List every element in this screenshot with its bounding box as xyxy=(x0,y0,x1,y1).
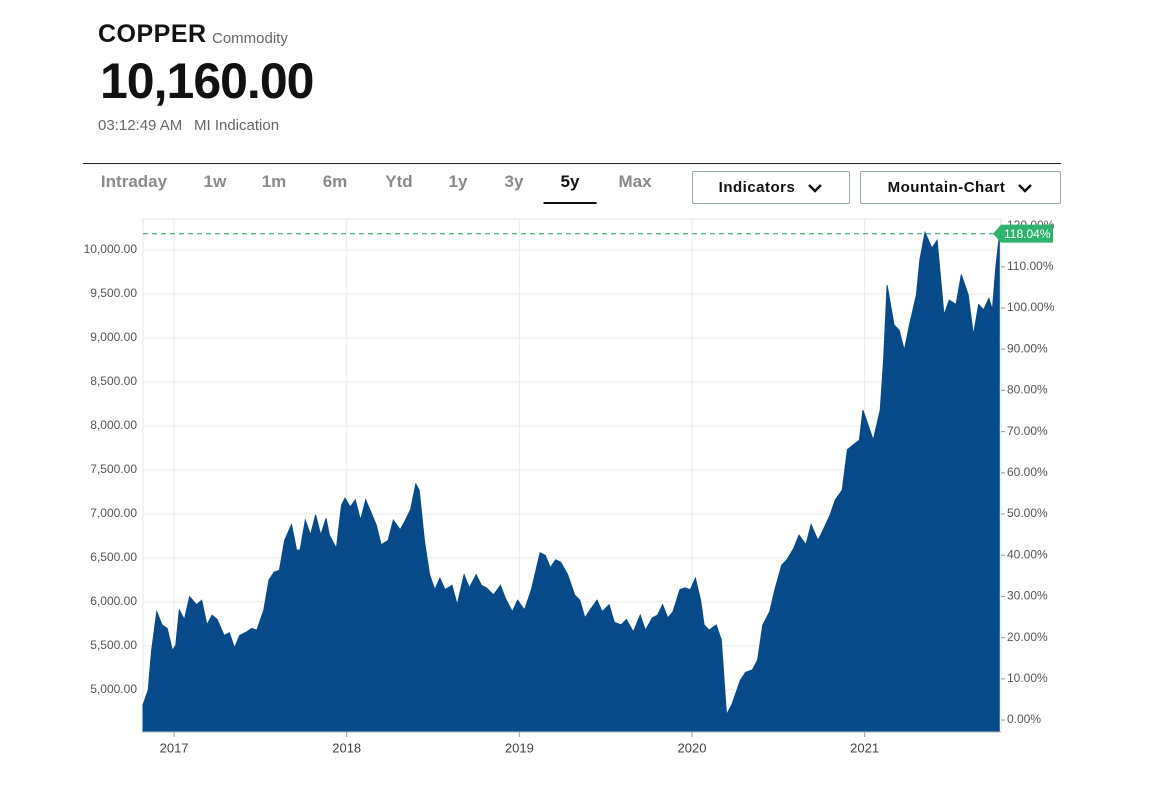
dropdown-button[interactable]: Indicators xyxy=(692,171,850,204)
y-tick-label: 10,000.00 xyxy=(84,242,138,256)
tab[interactable]: 1y xyxy=(448,172,468,191)
y2-tick-label: 70.00% xyxy=(1007,424,1048,438)
y2-tick-label: 100.00% xyxy=(1007,300,1055,314)
x-tick-label: 2020 xyxy=(678,740,707,755)
y-tick-label: 6,000.00 xyxy=(90,594,137,608)
divider xyxy=(83,163,1061,164)
time: 03:12:49 AM xyxy=(98,117,183,134)
y2-tick-label: 20.00% xyxy=(1007,630,1048,644)
y-tick-label: 8,000.00 xyxy=(90,418,137,432)
button-label: Mountain-Chart xyxy=(887,179,1006,196)
chevron xyxy=(1018,183,1033,193)
tab[interactable]: 5y xyxy=(543,172,597,204)
asset-type: Commodity xyxy=(212,30,288,47)
y-tick-label: 7,000.00 xyxy=(90,506,137,520)
x-tick-label: 2018 xyxy=(332,740,361,755)
y2-tick-label: 50.00% xyxy=(1007,506,1048,520)
y2-tick-label: 40.00% xyxy=(1007,547,1048,561)
tab[interactable]: 3y xyxy=(504,172,524,191)
y2-tick-label: 80.00% xyxy=(1007,383,1048,397)
tab[interactable]: 6m xyxy=(322,172,348,191)
chevron xyxy=(808,183,823,193)
dropdown-button[interactable]: Mountain-Chart xyxy=(860,171,1061,204)
tab[interactable]: Max xyxy=(618,172,652,191)
reference-badge xyxy=(993,224,1053,243)
y-tick-label: 6,500.00 xyxy=(90,550,137,564)
price-area xyxy=(142,230,1000,733)
x-tick-label: 2021 xyxy=(850,740,879,755)
y-tick-label: 9,000.00 xyxy=(90,330,137,344)
y2-tick-label: 90.00% xyxy=(1007,341,1048,355)
tab[interactable]: Intraday xyxy=(100,172,168,191)
x-tick-label: 2017 xyxy=(160,740,189,755)
tab[interactable]: Ytd xyxy=(385,172,413,191)
y-tick-label: 5,500.00 xyxy=(90,638,137,652)
price: 10,160.00 xyxy=(100,53,314,109)
y2-tick-label: 110.00% xyxy=(1007,259,1054,273)
tab[interactable]: 1w xyxy=(203,172,227,191)
y-tick-label: 5,000.00 xyxy=(90,682,137,696)
source: MI Indication xyxy=(194,117,280,134)
button-label: Indicators xyxy=(718,179,796,196)
y-tick-label: 8,500.00 xyxy=(90,374,137,388)
y2-tick-label: 30.00% xyxy=(1007,589,1048,603)
x-tick-label: 2019 xyxy=(505,740,534,755)
reference-label: 118.04% xyxy=(1004,227,1051,241)
y-tick-label: 7,500.00 xyxy=(90,462,137,476)
y2-tick-label: 10.00% xyxy=(1007,671,1048,685)
y2-tick-label: 60.00% xyxy=(1007,465,1048,479)
tab[interactable]: 1m xyxy=(261,172,287,191)
y-tick-label: 9,500.00 xyxy=(90,286,137,300)
y2-tick-label: 0.00% xyxy=(1007,712,1041,726)
symbol: COPPER xyxy=(98,20,207,48)
